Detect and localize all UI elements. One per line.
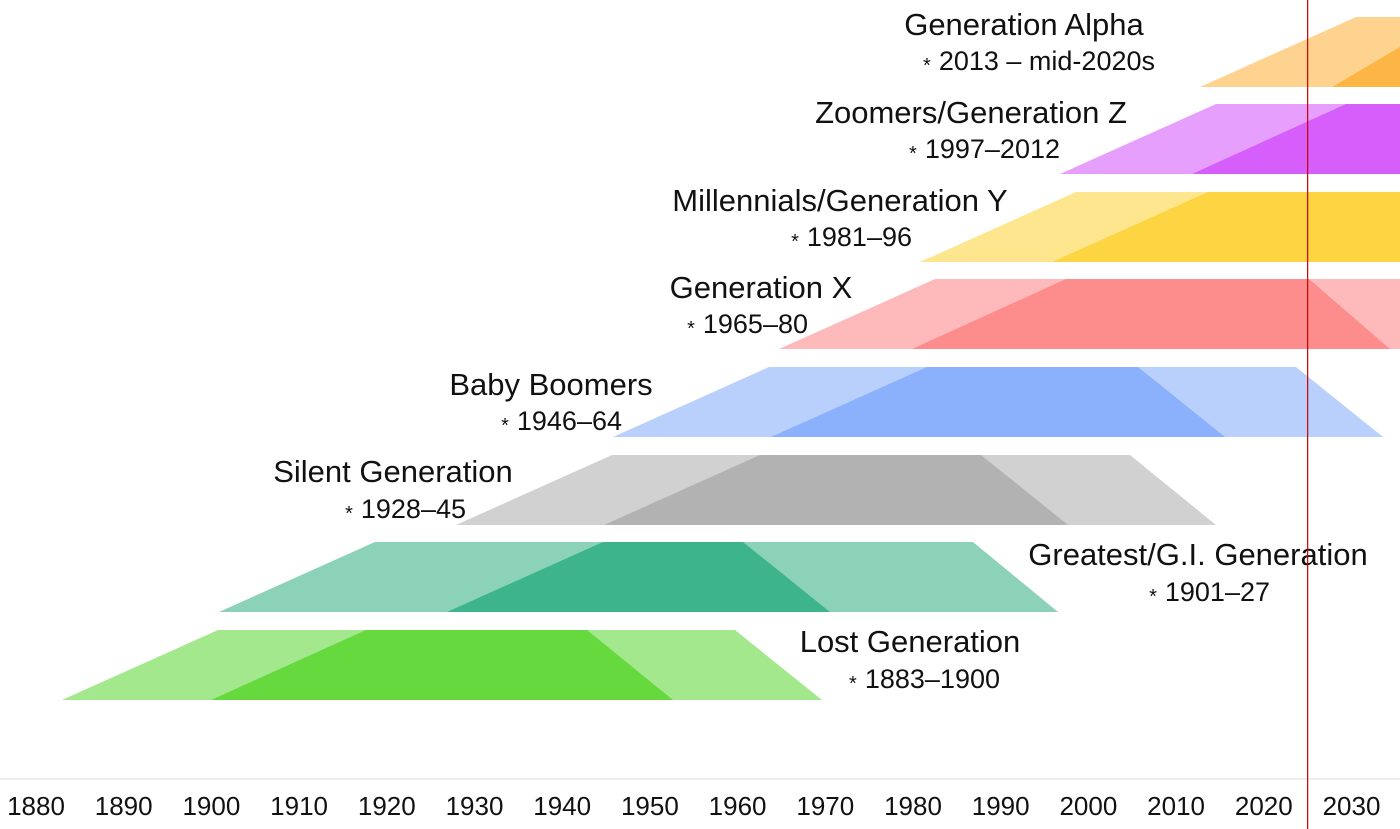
year-tick-label: 2000 [1059,791,1117,821]
band-boomers-core [771,367,1225,437]
birth-star-icon: * [345,503,353,525]
birth-star-icon: * [923,55,931,77]
band-genz-core [1192,104,1400,174]
birth-star-icon: * [1149,586,1157,608]
year-tick-label: 2010 [1147,791,1205,821]
birth-star-icon: * [791,231,799,253]
generation-name: Millennials/Generation Y [672,183,1007,218]
year-axis: 1880 1890 1900 1910 1920 1930 1940 1950 1960 1970… [0,778,1400,821]
label-greatest: Greatest/G.I. Generation 1901–27 * [1028,537,1367,608]
generation-years: 1997–2012 [925,134,1060,164]
band-alpha-outer [1200,17,1400,87]
label-millennials: Millennials/Generation Y 1981–96 * [672,183,1007,253]
band-genx-core [912,279,1390,349]
generation-name: Zoomers/Generation Z [815,95,1127,130]
label-lost: Lost Generation 1883–1900 * [800,624,1021,695]
year-tick-label: 2020 [1235,791,1293,821]
generation-name: Lost Generation [800,624,1021,659]
birth-star-icon: * [687,318,695,340]
label-genx: Generation X 1965–80 * [670,270,853,340]
label-boomers: Baby Boomers 1946–64 * [449,367,652,437]
band-lost-core [211,630,673,700]
band-silent-core [604,455,1068,525]
band-alpha-core [1332,47,1400,87]
generation-years: 1946–64 [517,406,622,436]
generation-name: Greatest/G.I. Generation [1028,537,1367,572]
year-tick-label: 1950 [621,791,679,821]
year-tick-label: 1970 [796,791,854,821]
generation-name: Generation X [670,270,853,305]
year-tick-label: 1910 [270,791,328,821]
year-tick-label: 1990 [972,791,1030,821]
generation-years: 1981–96 [807,222,912,252]
year-tick-label: 2030 [1323,791,1381,821]
generation-years: 1928–45 [361,494,466,524]
generation-bands [62,17,1400,700]
label-silent: Silent Generation 1928–45 * [273,454,513,525]
band-millennials-core [1052,192,1400,262]
year-tick-label: 1880 [7,791,65,821]
generation-name: Baby Boomers [449,367,652,402]
generation-years: 2013 – mid-2020s [939,46,1155,76]
generation-name: Generation Alpha [904,7,1144,42]
year-tick-label: 1940 [533,791,591,821]
year-tick-label: 1890 [95,791,153,821]
label-genz: Zoomers/Generation Z 1997–2012 * [815,95,1127,165]
birth-star-icon: * [501,415,509,437]
band-greatest-core [447,542,830,612]
generation-years: 1965–80 [703,309,808,339]
year-tick-label: 1960 [709,791,767,821]
year-tick-label: 1930 [446,791,504,821]
birth-star-icon: * [849,673,857,695]
generation-years: 1883–1900 [865,664,1000,694]
year-tick-label: 1900 [182,791,240,821]
year-tick-label: 1980 [884,791,942,821]
generation-name: Silent Generation [273,454,513,489]
year-tick-label: 1920 [358,791,416,821]
generation-years: 1901–27 [1165,577,1270,607]
birth-star-icon: * [909,143,917,165]
label-alpha: Generation Alpha 2013 – mid-2020s * [904,7,1155,77]
